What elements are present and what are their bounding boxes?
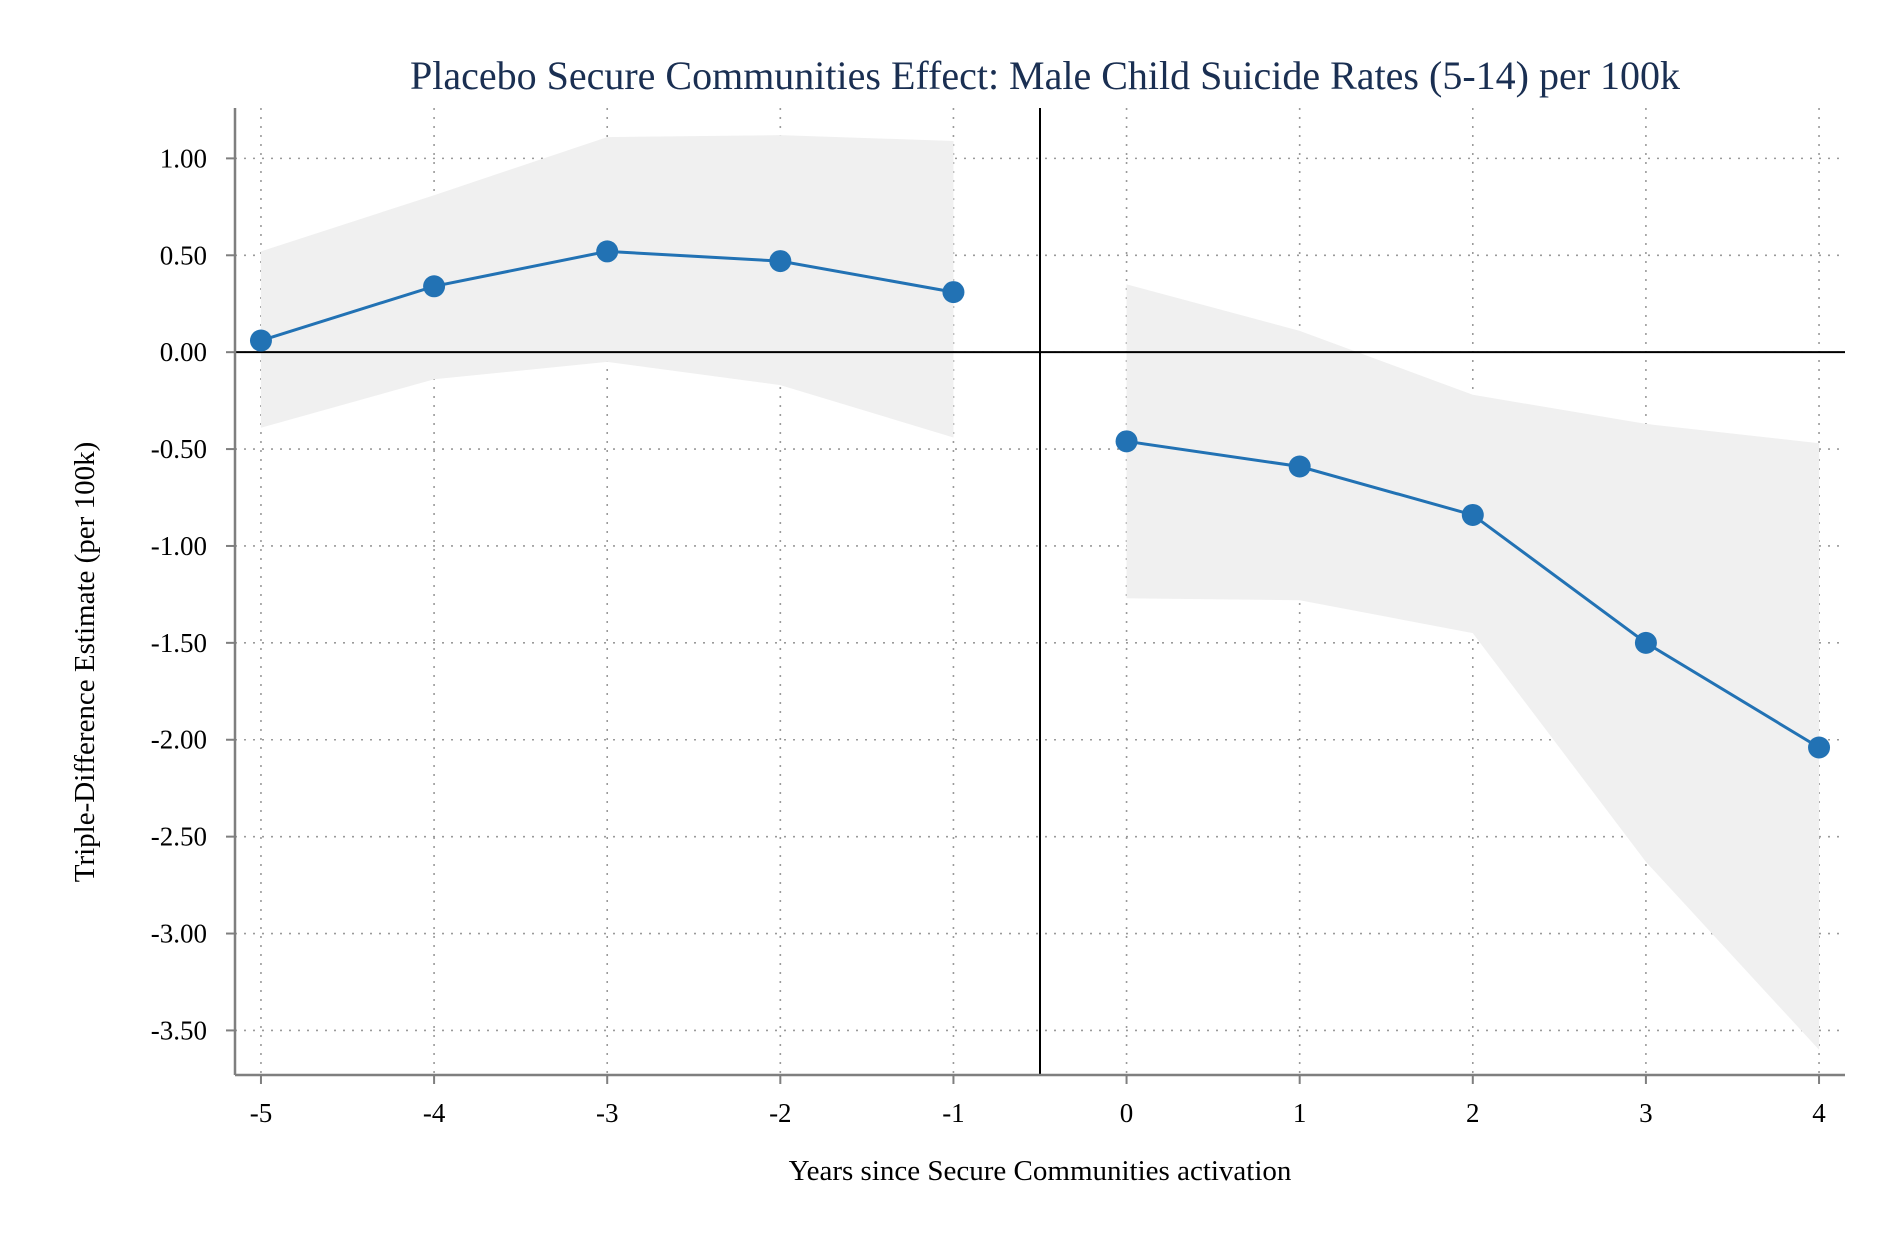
y-tick-label: 0.00 <box>160 337 207 367</box>
data-point <box>942 281 965 304</box>
y-tick-label: -1.00 <box>151 531 207 561</box>
y-tick-label: 0.50 <box>160 240 207 270</box>
x-tick-label: -3 <box>596 1098 619 1128</box>
y-tick-label: -3.00 <box>151 919 207 949</box>
x-tick-label: -1 <box>942 1098 965 1128</box>
y-tick-label: 1.00 <box>160 143 207 173</box>
x-tick-label: 4 <box>1812 1098 1826 1128</box>
y-tick-label: -2.50 <box>151 822 207 852</box>
y-tick-label: -0.50 <box>151 434 207 464</box>
tick-labels: 1.00 0.50 0.00 -0.50 -1.00 -1.50 -2.00 -2.50 -3.… <box>151 143 1827 1128</box>
data-point <box>1808 736 1831 759</box>
axes <box>226 108 1845 1084</box>
x-tick-label: -5 <box>250 1098 273 1128</box>
x-tick-label: 1 <box>1293 1098 1307 1128</box>
y-tick-label: -1.50 <box>151 628 207 658</box>
data-point <box>423 275 446 298</box>
x-tick-label: -2 <box>769 1098 792 1128</box>
confidence-band-pre <box>260 135 954 438</box>
y-tick-label: -3.50 <box>151 1015 207 1045</box>
data-point <box>1634 631 1657 654</box>
x-tick-label: 2 <box>1466 1098 1480 1128</box>
series-points <box>249 240 1831 759</box>
data-point <box>596 240 619 263</box>
x-tick-label: 0 <box>1120 1098 1134 1128</box>
chart-title: Placebo Secure Communities Effect: Male … <box>410 53 1680 98</box>
data-point <box>769 250 792 273</box>
reference-lines <box>235 108 1845 1075</box>
x-tick-label: 3 <box>1639 1098 1653 1128</box>
data-point <box>1288 455 1311 478</box>
data-point <box>249 329 272 352</box>
y-axis-label: Triple-Difference Estimate (per 100k) <box>69 442 101 883</box>
x-axis-label: Years since Secure Communities activatio… <box>789 1155 1292 1187</box>
y-tick-label: -2.00 <box>151 725 207 755</box>
x-tick-label: -4 <box>423 1098 446 1128</box>
data-point <box>1115 430 1138 453</box>
data-point <box>1461 503 1484 526</box>
